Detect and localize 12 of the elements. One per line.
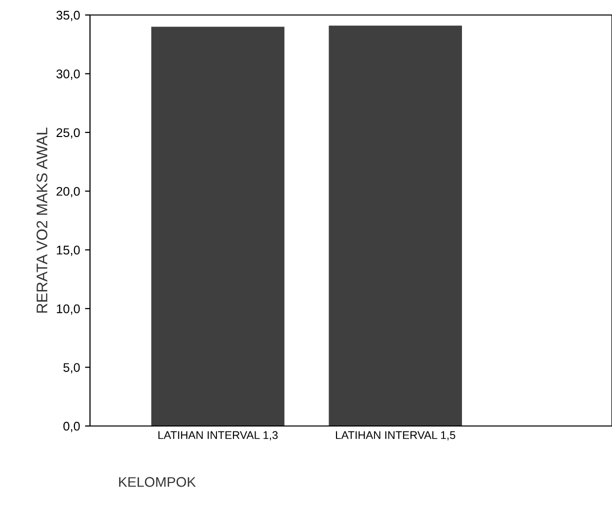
y-axis-title: RERATA VO2 MAKS AWAL [36, 128, 48, 313]
x-tick-label: LATIHAN INTERVAL 1,5 [336, 431, 456, 440]
y-tick-label: 5,0 [63, 363, 80, 374]
y-tick-label: 25,0 [56, 128, 80, 139]
y-tick-label: 15,0 [56, 246, 80, 256]
x-axis-title: KELOMPOK [119, 477, 196, 487]
y-tick-label: 20,0 [56, 186, 80, 198]
y-tick-label: 10,0 [56, 304, 80, 315]
x-tick-label: LATIHAN INTERVAL 1,3 [158, 431, 278, 440]
y-tick-label: 30,0 [56, 70, 80, 80]
y-tick-label: 35,0 [56, 10, 80, 22]
y-tick-label: 0,0 [63, 422, 80, 432]
